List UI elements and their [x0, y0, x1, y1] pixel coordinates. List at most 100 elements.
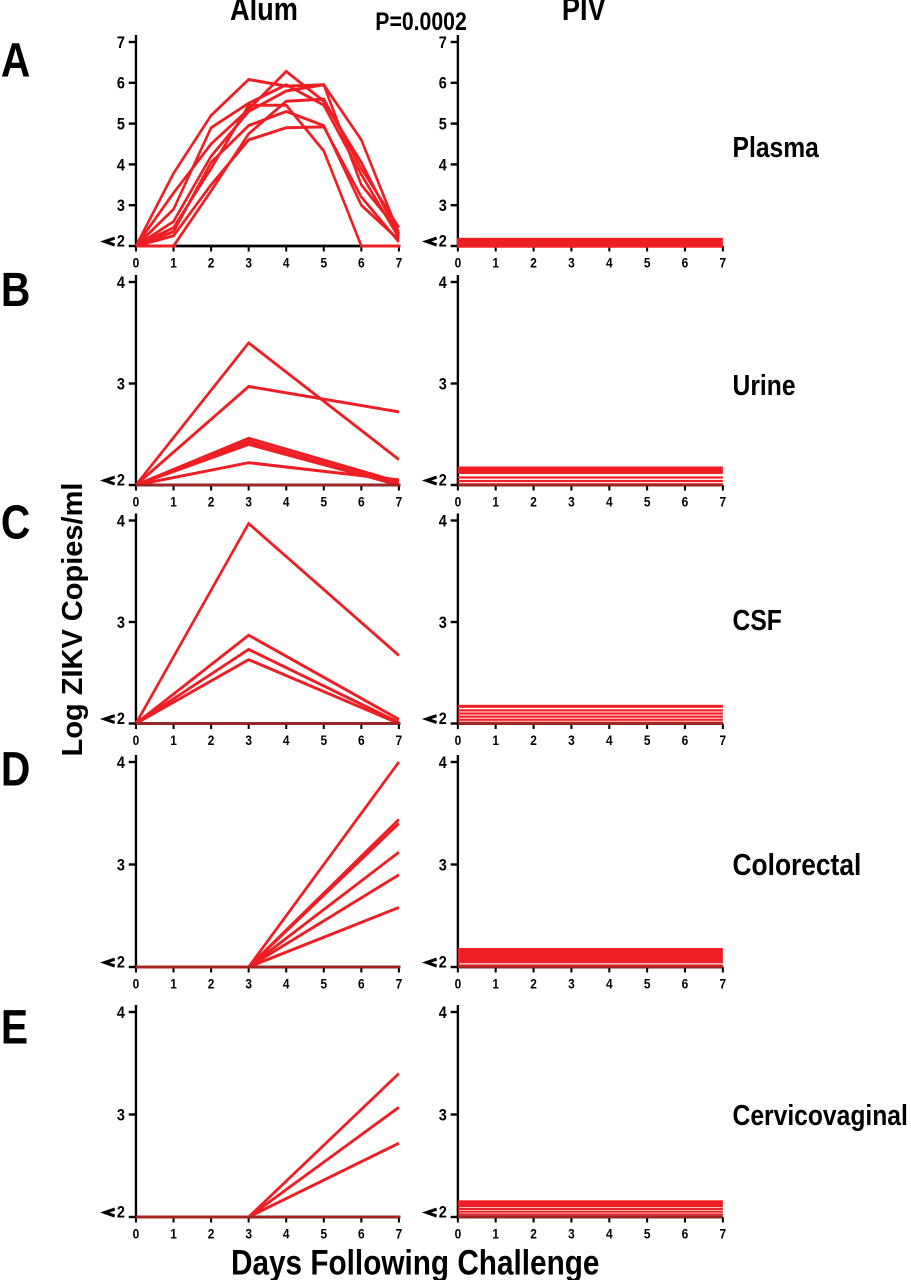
svg-text:D: D — [1, 743, 30, 796]
svg-text:2: 2 — [117, 1204, 125, 1222]
svg-text:3: 3 — [245, 1225, 252, 1241]
svg-text:7: 7 — [720, 493, 727, 509]
svg-text:2: 2 — [439, 1204, 447, 1222]
svg-text:3: 3 — [117, 856, 125, 874]
svg-text:5: 5 — [644, 732, 651, 748]
svg-text:4: 4 — [439, 1004, 447, 1022]
svg-text:5: 5 — [644, 975, 651, 991]
svg-text:3: 3 — [439, 856, 447, 874]
svg-text:6: 6 — [682, 254, 689, 270]
svg-text:2: 2 — [208, 732, 215, 748]
svg-text:7: 7 — [396, 1225, 403, 1241]
svg-text:7: 7 — [439, 34, 447, 52]
svg-text:2: 2 — [117, 233, 125, 251]
svg-text:7: 7 — [396, 493, 403, 509]
svg-text:3: 3 — [439, 375, 447, 393]
svg-text:Plasma: Plasma — [733, 131, 820, 163]
svg-text:3: 3 — [439, 614, 447, 632]
svg-text:3: 3 — [439, 197, 447, 215]
svg-text:6: 6 — [358, 254, 365, 270]
svg-text:3: 3 — [245, 732, 252, 748]
svg-text:4: 4 — [117, 156, 125, 174]
svg-text:Days Following Challenge: Days Following Challenge — [231, 1243, 599, 1280]
svg-text:4: 4 — [606, 732, 613, 748]
svg-text:1: 1 — [170, 732, 177, 748]
svg-text:0: 0 — [455, 732, 462, 748]
svg-text:5: 5 — [439, 115, 447, 133]
svg-text:4: 4 — [606, 1225, 613, 1241]
svg-text:4: 4 — [283, 254, 290, 270]
svg-text:5: 5 — [320, 732, 327, 748]
svg-text:4: 4 — [439, 512, 447, 530]
svg-text:7: 7 — [720, 732, 727, 748]
svg-text:6: 6 — [682, 732, 689, 748]
svg-text:5: 5 — [320, 1225, 327, 1241]
svg-text:Colorectal: Colorectal — [733, 848, 862, 882]
svg-text:4: 4 — [439, 274, 447, 292]
svg-text:6: 6 — [682, 1225, 689, 1241]
svg-text:2: 2 — [208, 1225, 215, 1241]
svg-text:0: 0 — [455, 975, 462, 991]
svg-text:0: 0 — [455, 1225, 462, 1241]
svg-text:C: C — [1, 496, 30, 549]
svg-text:0: 0 — [133, 1225, 140, 1241]
svg-text:4: 4 — [117, 512, 125, 530]
svg-text:6: 6 — [682, 493, 689, 509]
svg-text:5: 5 — [320, 493, 327, 509]
svg-text:2: 2 — [117, 472, 125, 490]
svg-text:4: 4 — [439, 754, 447, 772]
svg-text:3: 3 — [117, 1106, 125, 1124]
svg-text:A: A — [1, 34, 30, 87]
svg-text:Cervicovaginal: Cervicovaginal — [733, 1099, 908, 1131]
svg-text:5: 5 — [644, 493, 651, 509]
svg-text:3: 3 — [568, 732, 575, 748]
svg-text:7: 7 — [720, 254, 727, 270]
svg-text:7: 7 — [720, 975, 727, 991]
svg-text:4: 4 — [283, 493, 290, 509]
svg-text:E: E — [1, 1001, 28, 1054]
svg-text:0: 0 — [455, 254, 462, 270]
svg-text:5: 5 — [320, 975, 327, 991]
svg-text:2: 2 — [208, 254, 215, 270]
svg-text:0: 0 — [133, 254, 140, 270]
svg-text:4: 4 — [117, 1004, 125, 1022]
svg-text:4: 4 — [606, 975, 613, 991]
svg-text:2: 2 — [117, 710, 125, 728]
svg-text:2: 2 — [530, 493, 537, 509]
svg-text:1: 1 — [170, 1225, 177, 1241]
svg-text:3: 3 — [568, 975, 575, 991]
svg-text:3: 3 — [568, 1225, 575, 1241]
svg-text:6: 6 — [358, 1225, 365, 1241]
svg-text:6: 6 — [358, 975, 365, 991]
svg-text:1: 1 — [492, 732, 499, 748]
svg-text:5: 5 — [644, 254, 651, 270]
svg-text:Alum: Alum — [230, 0, 298, 28]
svg-text:B: B — [1, 264, 30, 317]
svg-text:7: 7 — [396, 975, 403, 991]
svg-text:3: 3 — [117, 375, 125, 393]
svg-text:6: 6 — [358, 493, 365, 509]
svg-text:0: 0 — [133, 493, 140, 509]
svg-text:4: 4 — [117, 274, 125, 292]
svg-text:7: 7 — [396, 732, 403, 748]
svg-text:6: 6 — [358, 732, 365, 748]
svg-text:3: 3 — [439, 1106, 447, 1124]
svg-text:7: 7 — [720, 1225, 727, 1241]
svg-text:2: 2 — [530, 975, 537, 991]
svg-text:3: 3 — [568, 254, 575, 270]
svg-text:Urine: Urine — [733, 369, 796, 401]
svg-text:1: 1 — [170, 493, 177, 509]
svg-text:CSF: CSF — [733, 604, 782, 636]
svg-text:2: 2 — [439, 710, 447, 728]
svg-text:2: 2 — [530, 254, 537, 270]
svg-text:2: 2 — [439, 233, 447, 251]
svg-text:3: 3 — [245, 254, 252, 270]
svg-text:6: 6 — [439, 75, 447, 93]
svg-text:6: 6 — [682, 975, 689, 991]
svg-text:6: 6 — [117, 75, 125, 93]
svg-text:7: 7 — [117, 34, 125, 52]
svg-text:5: 5 — [320, 254, 327, 270]
svg-text:4: 4 — [439, 156, 447, 174]
svg-text:0: 0 — [133, 732, 140, 748]
svg-text:Log ZIKV Copies/ml: Log ZIKV Copies/ml — [57, 483, 89, 757]
